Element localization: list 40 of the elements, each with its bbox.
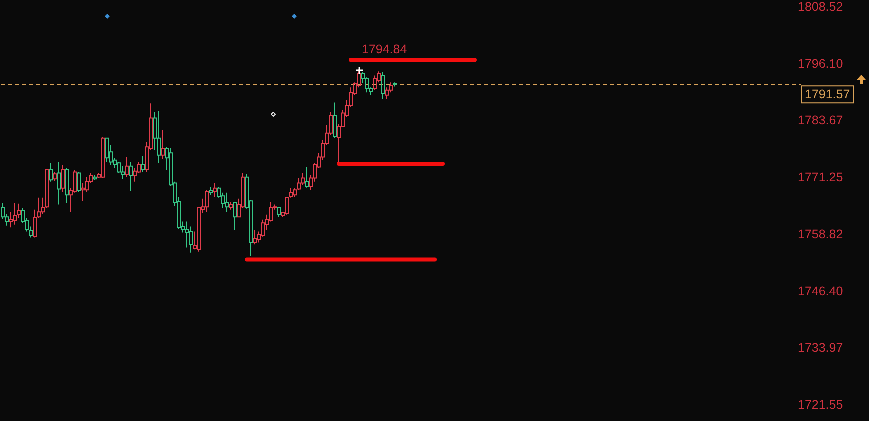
candlestick [61,164,65,192]
candlestick [393,82,397,88]
candlestick [381,72,385,100]
candlestick [229,202,233,210]
y-tick-label: 1808.52 [798,0,844,14]
y-tick-label: 1733.97 [798,341,844,356]
y-tick-label: 1746.40 [798,284,844,298]
candlestick [121,166,125,180]
candlestick [161,130,165,160]
candlestick [373,75,377,91]
annotation: 1794.84 [362,42,408,57]
candlestick [57,162,61,206]
candlestick [333,102,337,139]
candlestick [129,162,133,192]
candlestick [53,172,57,182]
candlestick [213,182,217,198]
candlestick [277,206,281,218]
candlestick [65,168,69,204]
candlestick [205,190,209,213]
candlestick [13,202,17,226]
ref-line-label: 1791.57 [805,88,850,102]
y-tick-label: 1783.67 [798,114,844,128]
candlestick [233,202,237,230]
candlestick [105,137,109,163]
candlestick [101,137,105,179]
candlestick [49,162,53,182]
y-tick-label: 1771.25 [798,170,844,185]
candlestick [77,172,81,192]
candlestick [253,229,257,246]
candlestick [301,172,305,186]
candlestick [93,174,97,181]
y-tick-label: 1721.55 [798,398,844,412]
candlestick [305,166,309,188]
candlestick [225,192,229,213]
candlestick [141,156,145,173]
candlestick [209,186,213,196]
candlestick [125,156,129,178]
y-tick-label: 1796.10 [798,56,844,71]
candlestick [157,110,161,164]
y-tick-label: 1758.82 [798,227,844,242]
